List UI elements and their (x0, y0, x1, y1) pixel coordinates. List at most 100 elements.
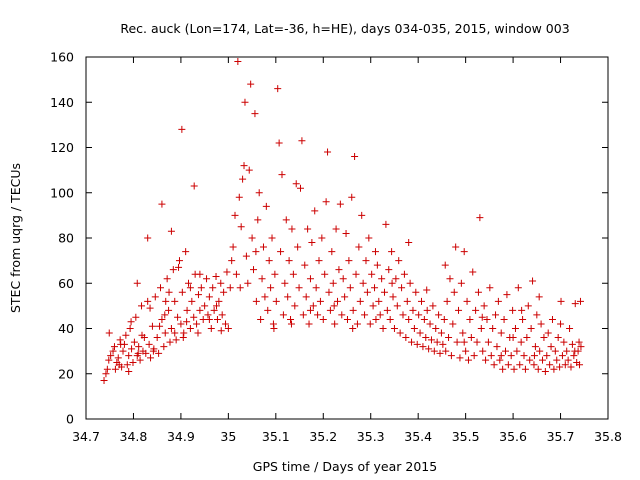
data-point (576, 297, 584, 305)
data-point (550, 365, 558, 373)
x-tick-label: 35.2 (309, 429, 337, 444)
data-point (167, 325, 175, 332)
data-point (429, 302, 437, 310)
data-point (510, 365, 518, 373)
data-point (399, 311, 407, 319)
data-point (567, 363, 575, 371)
data-point (306, 306, 314, 314)
data-point (117, 340, 125, 348)
data-point (420, 315, 428, 323)
data-point (490, 361, 498, 369)
data-point (352, 270, 360, 278)
x-tick-label: 35 (220, 429, 236, 444)
data-point (518, 306, 526, 314)
data-point (255, 189, 263, 197)
data-point (188, 297, 196, 305)
data-point (220, 288, 228, 296)
data-point (516, 361, 524, 369)
data-point (186, 284, 194, 292)
data-point (175, 263, 183, 271)
data-point (215, 297, 223, 305)
data-point (311, 207, 319, 215)
data-point (343, 315, 351, 323)
data-point (308, 239, 316, 247)
data-point (209, 284, 217, 292)
data-point (324, 148, 332, 156)
data-point (247, 80, 255, 88)
data-point (527, 325, 535, 332)
data-point (385, 266, 393, 274)
chart-title: Rec. auck (Lon=174, Lat=-36, h=HE), days… (120, 21, 569, 36)
data-point (235, 193, 243, 201)
data-point (336, 200, 344, 208)
data-point (564, 356, 572, 364)
data-point (165, 306, 173, 314)
data-point (526, 356, 534, 364)
data-point (217, 327, 225, 335)
x-tick-label: 35.6 (499, 429, 527, 444)
data-point (252, 248, 260, 256)
data-point (302, 293, 310, 301)
data-point (135, 343, 143, 351)
data-point (571, 347, 579, 355)
data-point (271, 270, 279, 278)
data-point (351, 153, 359, 161)
data-point (258, 275, 266, 283)
data-point (161, 311, 169, 319)
data-point (410, 325, 418, 332)
data-point (557, 297, 565, 305)
data-point (231, 211, 239, 219)
data-point (456, 354, 464, 362)
data-point (175, 257, 183, 265)
data-point (560, 338, 568, 346)
data-point (245, 166, 253, 174)
data-point (389, 293, 397, 301)
data-point (403, 297, 411, 305)
data-point (392, 275, 400, 283)
data-point (250, 266, 258, 274)
data-point (368, 270, 376, 278)
data-point (541, 367, 549, 375)
data-point (316, 297, 324, 305)
x-tick-label: 34.8 (120, 429, 148, 444)
data-point (194, 329, 202, 337)
data-point (492, 311, 500, 319)
data-point (226, 284, 234, 292)
data-point (251, 110, 259, 118)
data-point (472, 306, 480, 314)
data-point (194, 291, 202, 299)
x-tick-label: 35.5 (452, 429, 480, 444)
data-point (496, 356, 504, 364)
data-point (144, 234, 152, 242)
data-point (433, 338, 441, 346)
data-point (224, 325, 232, 332)
data-point (171, 329, 179, 337)
data-point (236, 284, 244, 292)
data-point (299, 311, 307, 319)
data-point (295, 284, 303, 292)
data-point (543, 352, 551, 360)
axis-ticks: 34.7 34.8 34.9 35 35.1 35.2 35.3 35.4 35.5 35.6 35… (50, 50, 622, 445)
data-point (294, 243, 302, 251)
data-point (487, 352, 495, 360)
data-point (349, 325, 357, 332)
data-point (153, 334, 161, 342)
data-point (546, 361, 554, 369)
data-point (183, 318, 191, 326)
data-point (178, 288, 186, 296)
data-point (476, 214, 484, 222)
data-point (223, 268, 231, 276)
data-point (406, 279, 414, 287)
data-point (576, 361, 584, 369)
data-point (437, 329, 445, 337)
data-point (185, 279, 193, 287)
data-point (463, 297, 471, 305)
data-point (447, 352, 455, 360)
data-point (383, 306, 391, 314)
data-point (287, 315, 295, 323)
data-point (474, 288, 482, 296)
data-point (514, 284, 522, 292)
data-point (125, 367, 133, 375)
data-point (346, 284, 354, 292)
data-point (332, 225, 340, 233)
